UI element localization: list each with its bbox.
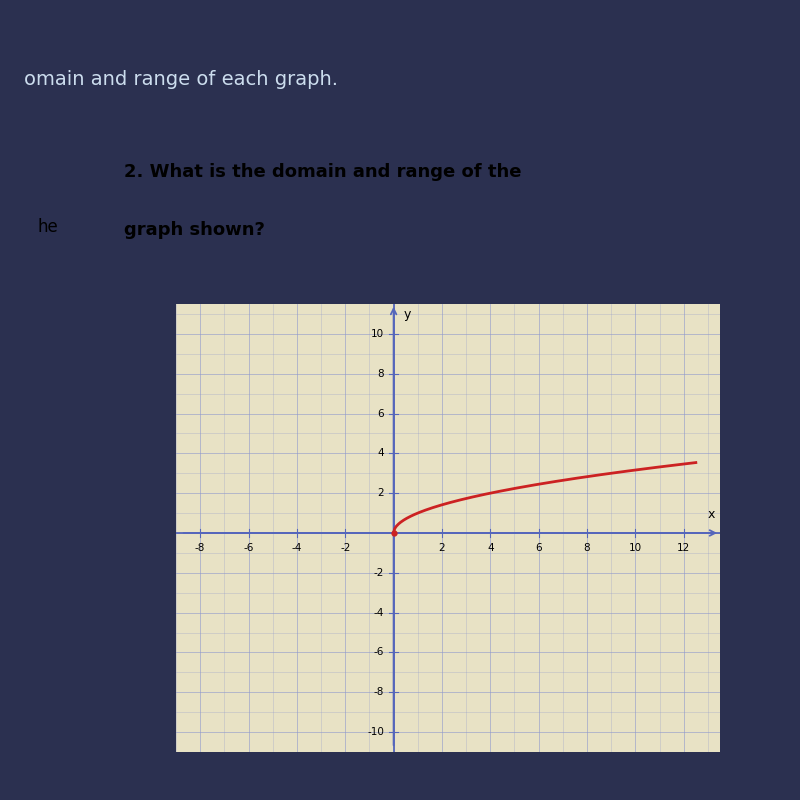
Text: 4: 4 [487,543,494,553]
Text: 8: 8 [378,369,384,378]
Text: 2. What is the domain and range of the: 2. What is the domain and range of the [124,163,522,182]
Text: -4: -4 [292,543,302,553]
Text: -2: -2 [340,543,350,553]
Text: -6: -6 [243,543,254,553]
Text: 10: 10 [629,543,642,553]
Text: -2: -2 [374,568,384,578]
Text: -8: -8 [374,687,384,698]
Text: omain and range of each graph.: omain and range of each graph. [24,70,338,89]
Text: 4: 4 [378,448,384,458]
Text: -4: -4 [374,608,384,618]
Text: -10: -10 [367,727,384,737]
Text: graph shown?: graph shown? [124,221,265,238]
Text: 12: 12 [677,543,690,553]
Text: 6: 6 [535,543,542,553]
Text: 8: 8 [584,543,590,553]
Text: 2: 2 [438,543,446,553]
Text: 10: 10 [371,329,384,339]
Text: x: x [708,508,715,521]
Text: 6: 6 [378,409,384,418]
Text: y: y [403,308,410,321]
Text: he: he [38,218,58,236]
Text: -6: -6 [374,647,384,658]
Text: -8: -8 [195,543,206,553]
Text: 2: 2 [378,488,384,498]
